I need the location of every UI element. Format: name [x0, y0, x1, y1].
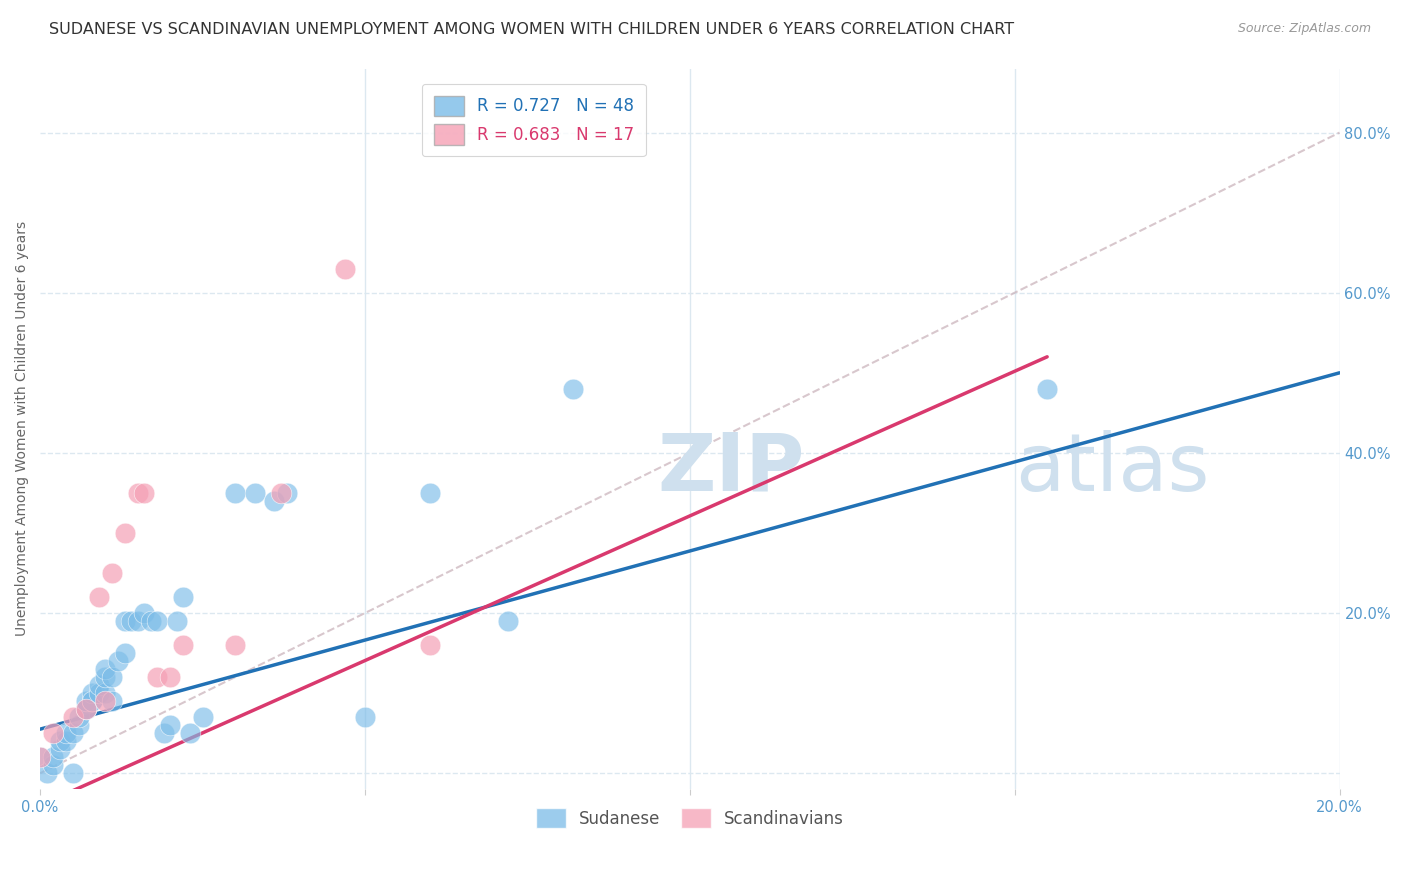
Point	[159, 670, 181, 684]
Point	[75, 702, 97, 716]
Point	[496, 614, 519, 628]
Point	[42, 758, 65, 772]
Point	[62, 710, 84, 724]
Point	[94, 670, 117, 684]
Point	[191, 710, 214, 724]
Text: Source: ZipAtlas.com: Source: ZipAtlas.com	[1237, 22, 1371, 36]
Point	[224, 638, 246, 652]
Point	[114, 526, 136, 541]
Point	[107, 654, 129, 668]
Point	[172, 638, 194, 652]
Point	[48, 742, 70, 756]
Point	[80, 694, 103, 708]
Point	[263, 494, 285, 508]
Point	[152, 726, 174, 740]
Point	[419, 638, 441, 652]
Point	[120, 614, 142, 628]
Point	[75, 694, 97, 708]
Point	[146, 670, 169, 684]
Point	[139, 614, 162, 628]
Point	[179, 726, 201, 740]
Point	[48, 734, 70, 748]
Legend: Sudanese, Scandinavians: Sudanese, Scandinavians	[529, 801, 851, 835]
Point	[127, 614, 149, 628]
Point	[132, 486, 155, 500]
Point	[62, 766, 84, 780]
Point	[100, 670, 122, 684]
Point	[35, 766, 58, 780]
Text: ZIP: ZIP	[658, 430, 804, 508]
Point	[159, 718, 181, 732]
Point	[146, 614, 169, 628]
Point	[87, 590, 110, 604]
Point	[276, 486, 298, 500]
Point	[67, 710, 90, 724]
Point	[80, 686, 103, 700]
Point	[561, 382, 583, 396]
Point	[94, 686, 117, 700]
Point	[87, 678, 110, 692]
Point	[30, 750, 52, 764]
Point	[132, 606, 155, 620]
Point	[67, 718, 90, 732]
Point	[55, 726, 77, 740]
Point	[114, 614, 136, 628]
Point	[62, 726, 84, 740]
Point	[114, 646, 136, 660]
Point	[94, 662, 117, 676]
Point	[172, 590, 194, 604]
Point	[100, 694, 122, 708]
Point	[87, 686, 110, 700]
Point	[100, 566, 122, 580]
Point	[42, 726, 65, 740]
Point	[224, 486, 246, 500]
Point	[243, 486, 266, 500]
Point	[166, 614, 188, 628]
Point	[335, 261, 357, 276]
Point	[419, 486, 441, 500]
Y-axis label: Unemployment Among Women with Children Under 6 years: Unemployment Among Women with Children U…	[15, 221, 30, 636]
Point	[30, 750, 52, 764]
Point	[42, 750, 65, 764]
Point	[270, 486, 292, 500]
Point	[127, 486, 149, 500]
Point	[80, 694, 103, 708]
Point	[75, 702, 97, 716]
Text: SUDANESE VS SCANDINAVIAN UNEMPLOYMENT AMONG WOMEN WITH CHILDREN UNDER 6 YEARS CO: SUDANESE VS SCANDINAVIAN UNEMPLOYMENT AM…	[49, 22, 1014, 37]
Point	[354, 710, 377, 724]
Point	[94, 694, 117, 708]
Text: atlas: atlas	[1015, 430, 1209, 508]
Point	[75, 702, 97, 716]
Point	[55, 734, 77, 748]
Point	[1036, 382, 1059, 396]
